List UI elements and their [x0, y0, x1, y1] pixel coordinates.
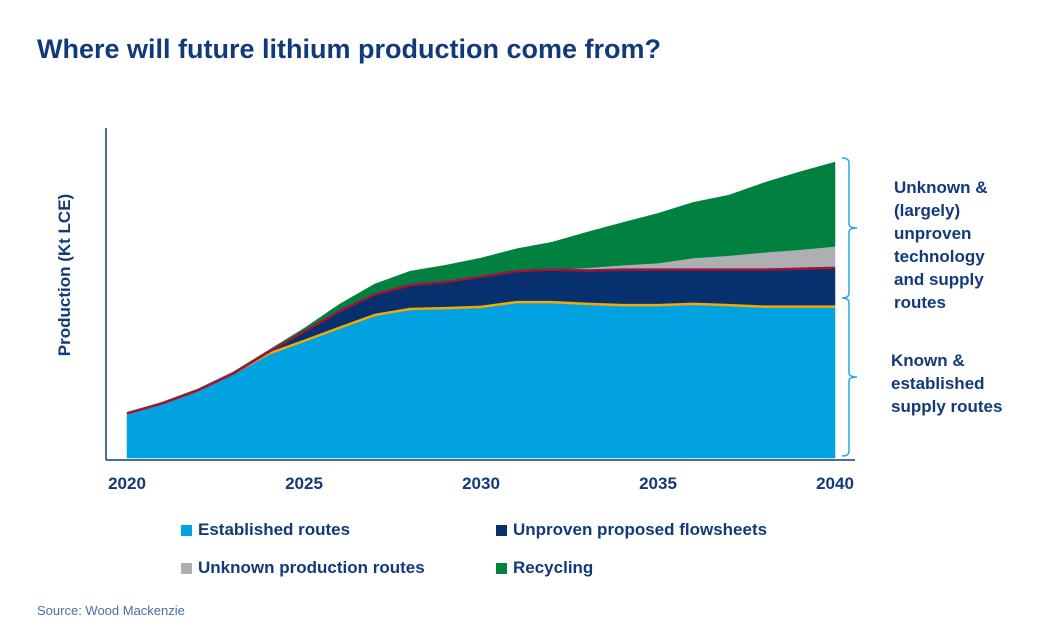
- legend-label: Established routes: [198, 520, 351, 539]
- area-established-routes: [126, 301, 836, 459]
- legend-swatch: [181, 562, 192, 574]
- legend-label: Recycling: [513, 558, 594, 577]
- legend-label: Unproven proposed flowsheets: [513, 520, 768, 539]
- legend-item-unknown: Unknown production routes: [181, 558, 425, 578]
- annotation-upper: Unknown & (largely) unproven technology …: [894, 178, 988, 312]
- chart-title: Where will future lithium production com…: [37, 34, 662, 64]
- legend-item-unproven: Unproven proposed flowsheets: [496, 520, 767, 540]
- legend-label: Unknown production routes: [198, 558, 425, 577]
- x-tick-label: 2040: [816, 474, 854, 493]
- boundary-line: [126, 266, 836, 415]
- x-tick-label: 2035: [639, 474, 677, 493]
- x-tick-label: 2025: [285, 474, 323, 493]
- x-tick-label: 2030: [462, 474, 500, 493]
- x-tick-label: 2020: [108, 474, 146, 493]
- annotation-lower: Known & established supply routes: [891, 351, 1003, 416]
- legend-item-established: Established routes: [181, 520, 350, 540]
- legend-swatch: [496, 524, 507, 536]
- bracket-lower: [841, 297, 858, 457]
- source-note: Source: Wood Mackenzie: [37, 603, 185, 618]
- bracket-upper: [841, 157, 858, 299]
- legend-item-recycling: Recycling: [496, 558, 593, 578]
- legend-swatch: [181, 524, 192, 536]
- legend-swatch: [496, 562, 507, 574]
